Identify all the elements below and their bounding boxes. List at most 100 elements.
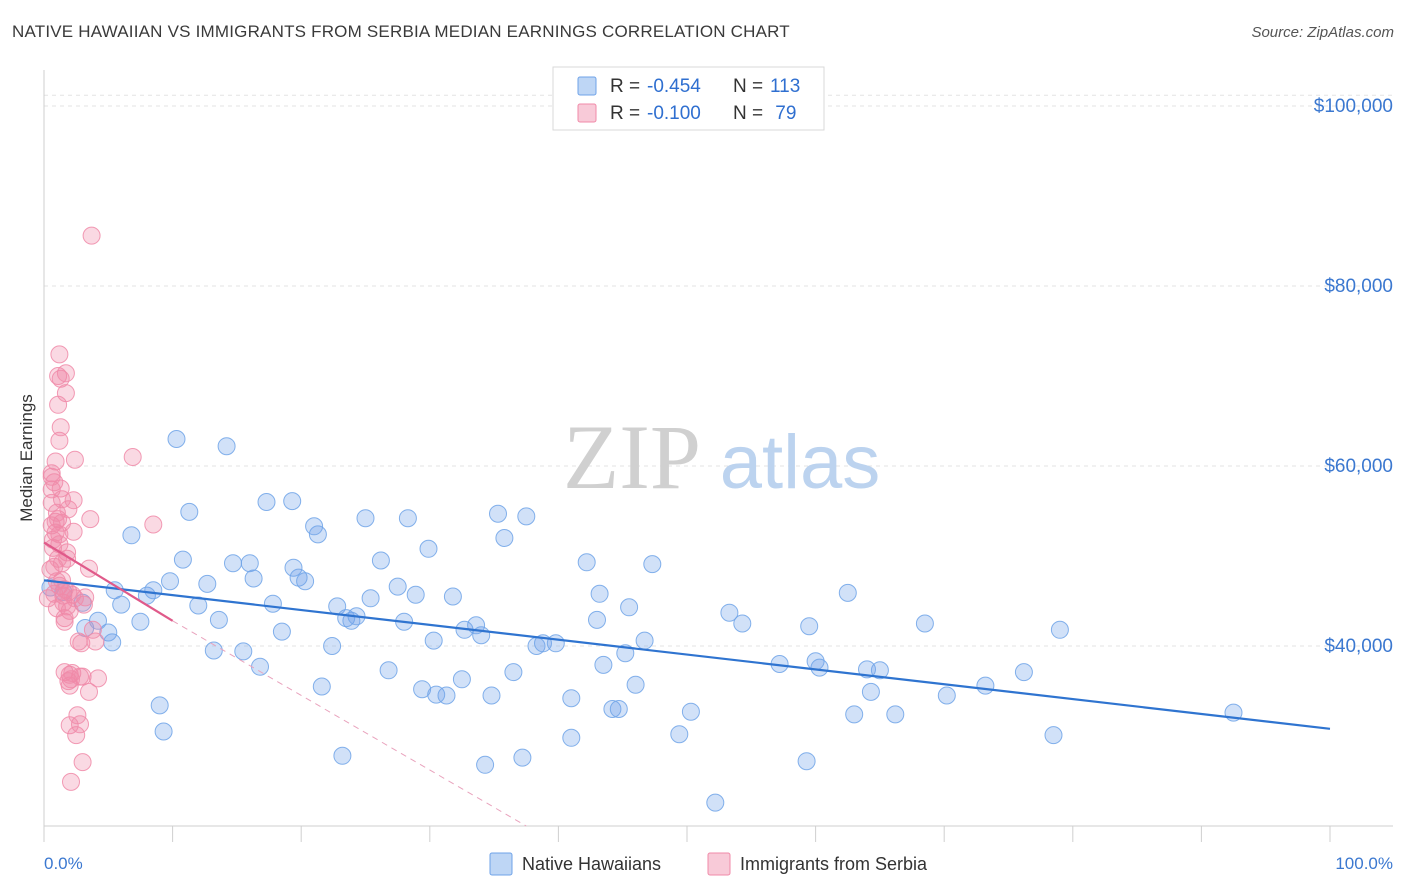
point-native-hawaiians [296, 572, 315, 591]
point-native-hawaiians [706, 793, 725, 812]
point-serbia [51, 418, 70, 437]
point-native-hawaiians [131, 612, 150, 631]
point-native-hawaiians [937, 686, 956, 705]
watermark-atlas: atlas [720, 420, 881, 505]
point-native-hawaiians [858, 660, 876, 679]
point-native-hawaiians [443, 587, 462, 606]
axes [43, 70, 1393, 842]
point-serbia [123, 448, 142, 466]
point-native-hawaiians [643, 555, 662, 574]
point-native-hawaiians [562, 689, 581, 708]
legend-r-value: -0.100 [647, 103, 701, 124]
point-native-hawaiians [870, 661, 889, 680]
point-serbia [59, 500, 78, 519]
point-serbia [50, 431, 69, 450]
point-serbia [73, 753, 92, 772]
point-native-hawaiians [577, 553, 596, 572]
legend-r-label: R = [610, 103, 640, 124]
point-serbia [82, 226, 101, 245]
watermark: ZIP atlas [563, 406, 880, 508]
point-native-hawaiians [419, 539, 438, 558]
point-native-hawaiians [283, 492, 302, 511]
point-serbia [50, 345, 69, 364]
point-native-hawaiians [154, 722, 173, 741]
point-serbia [74, 595, 93, 614]
legend-n-value: 113 [770, 76, 800, 97]
point-native-hawaiians [150, 696, 169, 715]
trend-line-serbia [43, 541, 174, 622]
point-native-hawaiians [406, 585, 425, 604]
series-legend-swatch-native-hawaiians [489, 852, 513, 876]
point-serbia [64, 522, 83, 541]
point-serbia [76, 588, 95, 607]
point-native-hawaiians [424, 631, 443, 650]
point-native-hawaiians [356, 509, 375, 528]
legend-n-label: N = [733, 76, 763, 97]
point-native-hawaiians [272, 622, 291, 641]
point-native-hawaiians [603, 700, 622, 718]
point-native-hawaiians [670, 725, 689, 744]
point-native-hawaiians [635, 631, 654, 650]
watermark-zip: ZIP [563, 406, 701, 508]
y-tick-label: $60,000 [1324, 456, 1393, 477]
legend-frame [552, 66, 825, 131]
point-native-hawaiians [251, 657, 269, 676]
point-native-hawaiians [427, 685, 446, 704]
point-native-hawaiians [89, 611, 107, 630]
point-native-hawaiians [915, 614, 934, 633]
point-native-hawaiians [562, 728, 581, 747]
chart-title: NATIVE HAWAIIAN VS IMMIGRANTS FROM SERBI… [12, 22, 790, 41]
point-native-hawaiians [513, 748, 532, 767]
legend-swatch-native-hawaiians [577, 76, 597, 96]
series-legend-label-native-hawaiians: Native Hawaiians [522, 854, 661, 874]
y-tick-labels: $40,000 $60,000 $80,000 $100,000 [1314, 96, 1393, 657]
point-native-hawaiians [1044, 726, 1063, 745]
point-serbia [72, 634, 91, 653]
series-legend-swatch-serbia [707, 852, 731, 876]
trend-extension-serbia [172, 620, 527, 827]
point-native-hawaiians [234, 642, 253, 661]
legend-n-value: 79 [770, 103, 796, 124]
data-points [38, 226, 1243, 812]
point-native-hawaiians [720, 603, 739, 622]
point-serbia [45, 473, 64, 492]
point-native-hawaiians [800, 617, 819, 636]
point-serbia [50, 525, 69, 544]
point-native-hawaiians [482, 686, 501, 705]
point-native-hawaiians [810, 658, 829, 677]
point-native-hawaiians [398, 509, 417, 528]
point-native-hawaiians [413, 680, 432, 699]
y-tick-label: $80,000 [1324, 276, 1393, 297]
point-native-hawaiians [263, 594, 282, 613]
point-serbia [42, 493, 61, 512]
point-native-hawaiians [122, 526, 141, 545]
point-native-hawaiians [379, 661, 398, 680]
point-serbia [47, 503, 66, 522]
point-native-hawaiians [180, 502, 199, 521]
point-native-hawaiians [99, 623, 118, 642]
point-serbia [83, 620, 102, 639]
point-native-hawaiians [681, 702, 700, 721]
point-native-hawaiians [257, 493, 276, 511]
series-legend: Native Hawaiians Immigrants from Serbia [489, 852, 928, 876]
point-native-hawaiians [308, 525, 327, 544]
point-native-hawaiians [209, 610, 228, 629]
point-native-hawaiians [594, 655, 613, 674]
point-native-hawaiians [189, 596, 208, 615]
legend-swatch-serbia [577, 103, 597, 123]
point-native-hawaiians [886, 705, 905, 724]
point-serbia [65, 450, 84, 469]
point-native-hawaiians [1050, 620, 1069, 639]
point-serbia [80, 682, 98, 701]
point-native-hawaiians [144, 581, 163, 600]
point-native-hawaiians [167, 430, 186, 448]
point-native-hawaiians [388, 577, 407, 596]
point-native-hawaiians [437, 686, 456, 705]
point-serbia [86, 632, 105, 651]
point-native-hawaiians [103, 633, 122, 652]
point-native-hawaiians [361, 589, 380, 608]
point-native-hawaiians [452, 670, 471, 689]
trend-lines [43, 541, 1331, 827]
point-native-hawaiians [217, 437, 236, 456]
